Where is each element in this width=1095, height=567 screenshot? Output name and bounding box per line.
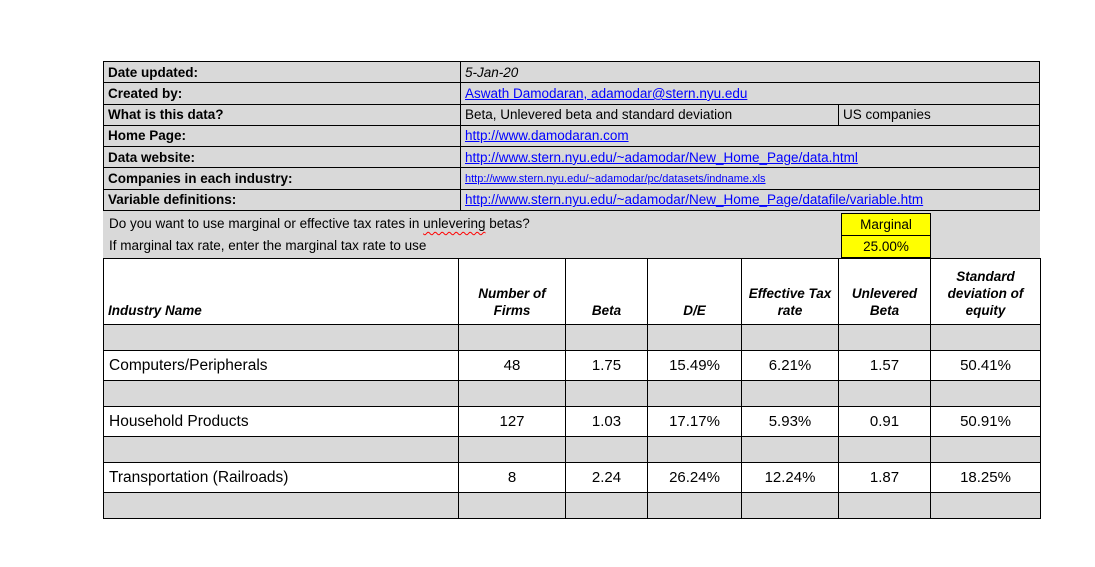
meta-label-date-updated: Date updated: bbox=[104, 62, 461, 84]
meta-row-data-website: Data website: http://www.stern.nyu.edu/~… bbox=[104, 147, 1040, 169]
empty-cell bbox=[648, 437, 742, 463]
tax-question-text: Do you want to use marginal or effective… bbox=[109, 216, 530, 231]
empty-cell bbox=[648, 325, 742, 351]
industry-name-cell: Computers/Peripherals bbox=[104, 351, 459, 381]
empty-cell bbox=[648, 493, 742, 519]
industry-name-cell: Transportation (Railroads) bbox=[104, 463, 459, 493]
misspelled-word: unlevering bbox=[423, 216, 486, 231]
empty-cell bbox=[742, 493, 839, 519]
header-de-ratio: D/E bbox=[648, 259, 742, 325]
home-page-link[interactable]: http://www.damodaran.com bbox=[465, 128, 629, 144]
meta-label-created-by: Created by: bbox=[104, 83, 461, 105]
std-dev-cell: 50.41% bbox=[931, 351, 1041, 381]
tax-rate-choice-cell[interactable]: Marginal bbox=[842, 214, 930, 235]
meta-value-companies-in-industry: http://www.stern.nyu.edu/~adamodar/pc/da… bbox=[461, 168, 1040, 190]
empty-cell bbox=[566, 493, 648, 519]
question-suffix: betas? bbox=[485, 216, 530, 231]
empty-cell bbox=[566, 381, 648, 407]
effective-tax-cell: 5.93% bbox=[742, 407, 839, 437]
empty-cell bbox=[459, 381, 566, 407]
empty-cell bbox=[931, 437, 1041, 463]
metadata-table: Date updated: 5-Jan-20 Created by: Aswat… bbox=[103, 61, 1040, 211]
beta-cell: 1.03 bbox=[566, 407, 648, 437]
unlevered-beta-cell: 1.57 bbox=[839, 351, 931, 381]
empty-cell bbox=[931, 381, 1041, 407]
empty-cell bbox=[931, 325, 1041, 351]
meta-value-home-page: http://www.damodaran.com bbox=[461, 125, 1040, 148]
header-effective-tax-rate: Effective Tax rate bbox=[742, 259, 839, 325]
meta-value-what-is-this-data: Beta, Unlevered beta and standard deviat… bbox=[461, 104, 839, 126]
companies-industry-link[interactable]: http://www.stern.nyu.edu/~adamodar/pc/da… bbox=[465, 172, 766, 185]
header-std-dev-equity: Standard deviation of equity bbox=[931, 259, 1041, 325]
num-firms-cell: 127 bbox=[459, 407, 566, 437]
question-prefix: Do you want to use marginal or effective… bbox=[109, 216, 424, 231]
empty-cell bbox=[839, 437, 931, 463]
empty-cell bbox=[839, 381, 931, 407]
de-ratio-cell: 15.49% bbox=[648, 351, 742, 381]
empty-cell bbox=[459, 493, 566, 519]
unlevered-beta-cell: 0.91 bbox=[839, 407, 931, 437]
meta-row-variable-definitions: Variable definitions: http://www.stern.n… bbox=[104, 189, 1040, 211]
de-ratio-cell: 26.24% bbox=[648, 463, 742, 493]
std-dev-cell: 50.91% bbox=[931, 407, 1041, 437]
meta-value-us-companies: US companies bbox=[839, 104, 1040, 126]
meta-label-what-is-this-data: What is this data? bbox=[104, 104, 461, 126]
empty-cell bbox=[742, 325, 839, 351]
empty-cell bbox=[839, 493, 931, 519]
empty-cell bbox=[104, 381, 459, 407]
meta-label-home-page: Home Page: bbox=[104, 125, 461, 148]
header-industry-name: Industry Name bbox=[104, 259, 459, 325]
meta-value-data-website: http://www.stern.nyu.edu/~adamodar/New_H… bbox=[461, 147, 1040, 169]
empty-cell bbox=[931, 493, 1041, 519]
tax-question-area: Do you want to use marginal or effective… bbox=[103, 211, 1040, 258]
header-beta: Beta bbox=[566, 259, 648, 325]
num-firms-cell: 48 bbox=[459, 351, 566, 381]
variable-definitions-link[interactable]: http://www.stern.nyu.edu/~adamodar/New_H… bbox=[465, 192, 924, 208]
empty-cell bbox=[839, 325, 931, 351]
empty-cell bbox=[566, 437, 648, 463]
meta-label-data-website: Data website: bbox=[104, 147, 461, 169]
meta-label-variable-definitions: Variable definitions: bbox=[104, 189, 461, 211]
meta-value-date-updated: 5-Jan-20 bbox=[461, 62, 1040, 84]
empty-cell bbox=[459, 325, 566, 351]
meta-row-companies-in-industry: Companies in each industry: http://www.s… bbox=[104, 168, 1040, 190]
std-dev-cell: 18.25% bbox=[931, 463, 1041, 493]
effective-tax-cell: 12.24% bbox=[742, 463, 839, 493]
empty-cell bbox=[104, 437, 459, 463]
header-number-of-firms: Number of Firms bbox=[459, 259, 566, 325]
beta-cell: 2.24 bbox=[566, 463, 648, 493]
de-ratio-cell: 17.17% bbox=[648, 407, 742, 437]
header-unlevered-beta: Unlevered Beta bbox=[839, 259, 931, 325]
created-by-link[interactable]: Aswath Damodaran, adamodar@stern.nyu.edu bbox=[465, 85, 748, 101]
empty-cell bbox=[459, 437, 566, 463]
empty-cell bbox=[566, 325, 648, 351]
effective-tax-cell: 6.21% bbox=[742, 351, 839, 381]
industry-name-cell: Household Products bbox=[104, 407, 459, 437]
meta-value-variable-definitions: http://www.stern.nyu.edu/~adamodar/New_H… bbox=[461, 189, 1040, 211]
meta-row-date-updated: Date updated: 5-Jan-20 bbox=[104, 62, 1040, 84]
empty-cell bbox=[104, 325, 459, 351]
industry-data-table: Industry Name Number of Firms Beta D/E E… bbox=[103, 258, 1041, 519]
meta-row-what-is-this-data: What is this data? Beta, Unlevered beta … bbox=[104, 104, 1040, 126]
beta-cell: 1.75 bbox=[566, 351, 648, 381]
tax-input-cells: Marginal 25.00% bbox=[841, 213, 931, 258]
empty-cell bbox=[742, 381, 839, 407]
meta-row-created-by: Created by: Aswath Damodaran, adamodar@s… bbox=[104, 83, 1040, 105]
empty-cell bbox=[742, 437, 839, 463]
marginal-rate-prompt: If marginal tax rate, enter the marginal… bbox=[109, 238, 427, 253]
meta-value-created-by: Aswath Damodaran, adamodar@stern.nyu.edu bbox=[461, 83, 1040, 105]
empty-cell bbox=[104, 493, 459, 519]
num-firms-cell: 8 bbox=[459, 463, 566, 493]
data-website-link[interactable]: http://www.stern.nyu.edu/~adamodar/New_H… bbox=[465, 149, 858, 165]
meta-label-companies-in-industry: Companies in each industry: bbox=[104, 168, 461, 190]
empty-cell bbox=[648, 381, 742, 407]
marginal-tax-rate-cell[interactable]: 25.00% bbox=[842, 235, 930, 257]
meta-row-home-page: Home Page: http://www.damodaran.com bbox=[104, 125, 1040, 148]
unlevered-beta-cell: 1.87 bbox=[839, 463, 931, 493]
